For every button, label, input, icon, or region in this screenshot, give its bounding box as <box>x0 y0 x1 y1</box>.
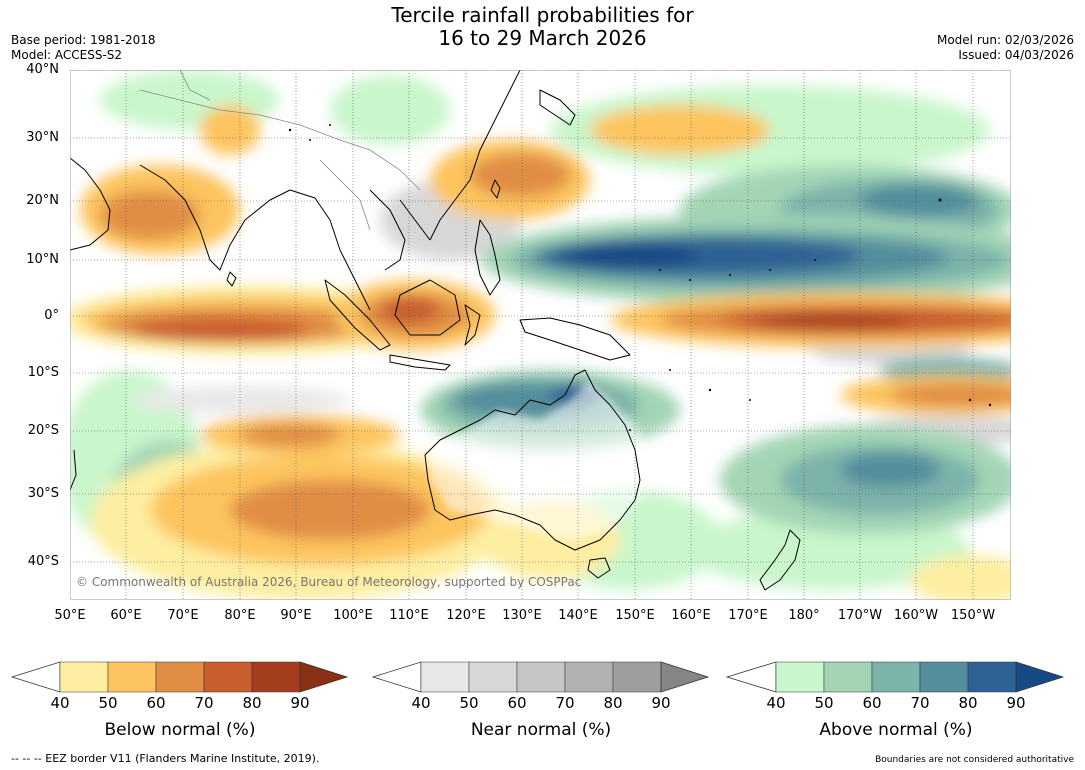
colorbar-above-swatch <box>823 661 873 693</box>
colorbar-above-tick: 50 <box>814 694 834 712</box>
colorbar-near-swatch <box>516 661 566 693</box>
colorbar-below-tick: 70 <box>194 694 214 712</box>
title-line-1: Tercile rainfall probabilities for <box>391 3 694 27</box>
colorbar-below-tick: 80 <box>242 694 262 712</box>
colorbar-above-tick: 70 <box>910 694 930 712</box>
colorbar-below-tick: 90 <box>290 694 310 712</box>
colorbar-near-swatch <box>420 661 470 693</box>
lat-label-40n: 40°N <box>26 62 59 77</box>
colorbar-below-tick: 50 <box>98 694 118 712</box>
copyright-notice: © Commonwealth of Australia 2026, Bureau… <box>76 575 582 589</box>
colorbar-above-tick: 80 <box>958 694 978 712</box>
lat-label-40s: 40°S <box>27 554 59 569</box>
colorbars <box>10 661 1065 693</box>
colorbar-below-swatch <box>155 661 205 693</box>
colorbar-above-swatch <box>775 661 825 693</box>
lon-label-150w: 150°W <box>950 608 996 623</box>
colorbar-near-tick: 90 <box>651 694 671 712</box>
colorbar-near-tick: 80 <box>603 694 623 712</box>
lat-label-20n: 20°N <box>26 193 59 208</box>
colorbar-above-label: Above normal (%) <box>819 720 973 740</box>
map-title: Tercile rainfall probabilities for 16 to… <box>0 4 1085 50</box>
lon-label-160w: 160°W <box>893 608 939 623</box>
lon-label-110e: 110°E <box>389 608 429 623</box>
colorbar-above-tick: 40 <box>766 694 786 712</box>
colorbar-above-lower-arrow <box>725 661 777 693</box>
colorbar-above-swatch <box>919 661 969 693</box>
colorbar-near-normal <box>371 661 710 693</box>
lon-label-180: 180° <box>788 608 820 623</box>
base-period: Base period: 1981-2018 <box>11 33 156 47</box>
colorbar-above-swatch <box>967 661 1017 693</box>
colorbar-near-tick: 60 <box>507 694 527 712</box>
colorbar-above-normal <box>725 661 1065 693</box>
colorbar-above-upper-arrow <box>1015 661 1065 693</box>
lon-label-170e: 170°E <box>728 608 768 623</box>
colorbar-below-label: Below normal (%) <box>104 720 256 740</box>
colorbar-below-swatch <box>59 661 109 693</box>
colorbar-near-tick: 40 <box>411 694 431 712</box>
metadata-right: Model run: 02/03/2026 Issued: 04/03/2026 <box>937 33 1074 63</box>
colorbar-near-tick: 50 <box>459 694 479 712</box>
colorbar-below-tick: 40 <box>50 694 70 712</box>
lon-label-100e: 100°E <box>333 608 373 623</box>
colorbar-near-upper-arrow <box>660 661 710 693</box>
lon-label-80e: 80°E <box>224 608 256 623</box>
lat-label-30s: 30°S <box>27 486 59 501</box>
lat-label-0: 0° <box>44 308 59 323</box>
colorbar-near-swatch <box>612 661 662 693</box>
lon-label-60e: 60°E <box>110 608 142 623</box>
colorbar-near-swatch <box>564 661 614 693</box>
model-name: Model: ACCESS-S2 <box>11 48 123 62</box>
colorbar-below-swatch <box>251 661 301 693</box>
lon-label-140e: 140°E <box>558 608 598 623</box>
eez-border-note: -- -- -- EEZ border V11 (Flanders Marine… <box>11 752 320 765</box>
colorbar-below-normal <box>10 661 349 693</box>
model-run: Model run: 02/03/2026 <box>936 33 1074 47</box>
colorbar-near-lower-arrow <box>371 661 422 693</box>
colorbar-near-label: Near normal (%) <box>470 720 612 740</box>
colorbar-above-tick: 60 <box>862 694 882 712</box>
metadata-left: Base period: 1981-2018 Model: ACCESS-S2 <box>11 33 156 63</box>
colorbar-below-swatch <box>107 661 157 693</box>
lon-label-50e: 50°E <box>54 608 86 623</box>
lon-label-90e: 90°E <box>280 608 312 623</box>
colorbar-above-swatch <box>871 661 921 693</box>
lon-label-170w: 170°W <box>837 608 883 623</box>
lat-label-10n: 10°N <box>26 252 59 267</box>
colorbar-above-tick: 90 <box>1006 694 1026 712</box>
lon-label-70e: 70°E <box>167 608 199 623</box>
lat-label-30n: 30°N <box>26 130 59 145</box>
title-line-2: 16 to 29 March 2026 <box>438 26 647 50</box>
issued-date: Issued: 04/03/2026 <box>958 48 1074 62</box>
rainfall-probability-map <box>70 70 1011 600</box>
colorbar-below-lower-arrow <box>10 661 61 693</box>
lon-label-120e: 120°E <box>446 608 486 623</box>
colorbar-near-tick: 70 <box>555 694 575 712</box>
colorbar-below-tick: 60 <box>146 694 166 712</box>
colorbar-below-upper-arrow <box>299 661 349 693</box>
lon-label-130e: 130°E <box>502 608 542 623</box>
lon-label-160e: 160°E <box>671 608 711 623</box>
colorbar-below-swatch <box>203 661 253 693</box>
lat-label-20s: 20°S <box>27 423 59 438</box>
lon-label-150e: 150°E <box>615 608 655 623</box>
boundaries-disclaimer: Boundaries are not considered authoritat… <box>875 755 1074 765</box>
colorbar-near-swatch <box>468 661 518 693</box>
lat-label-10s: 10°S <box>27 365 59 380</box>
